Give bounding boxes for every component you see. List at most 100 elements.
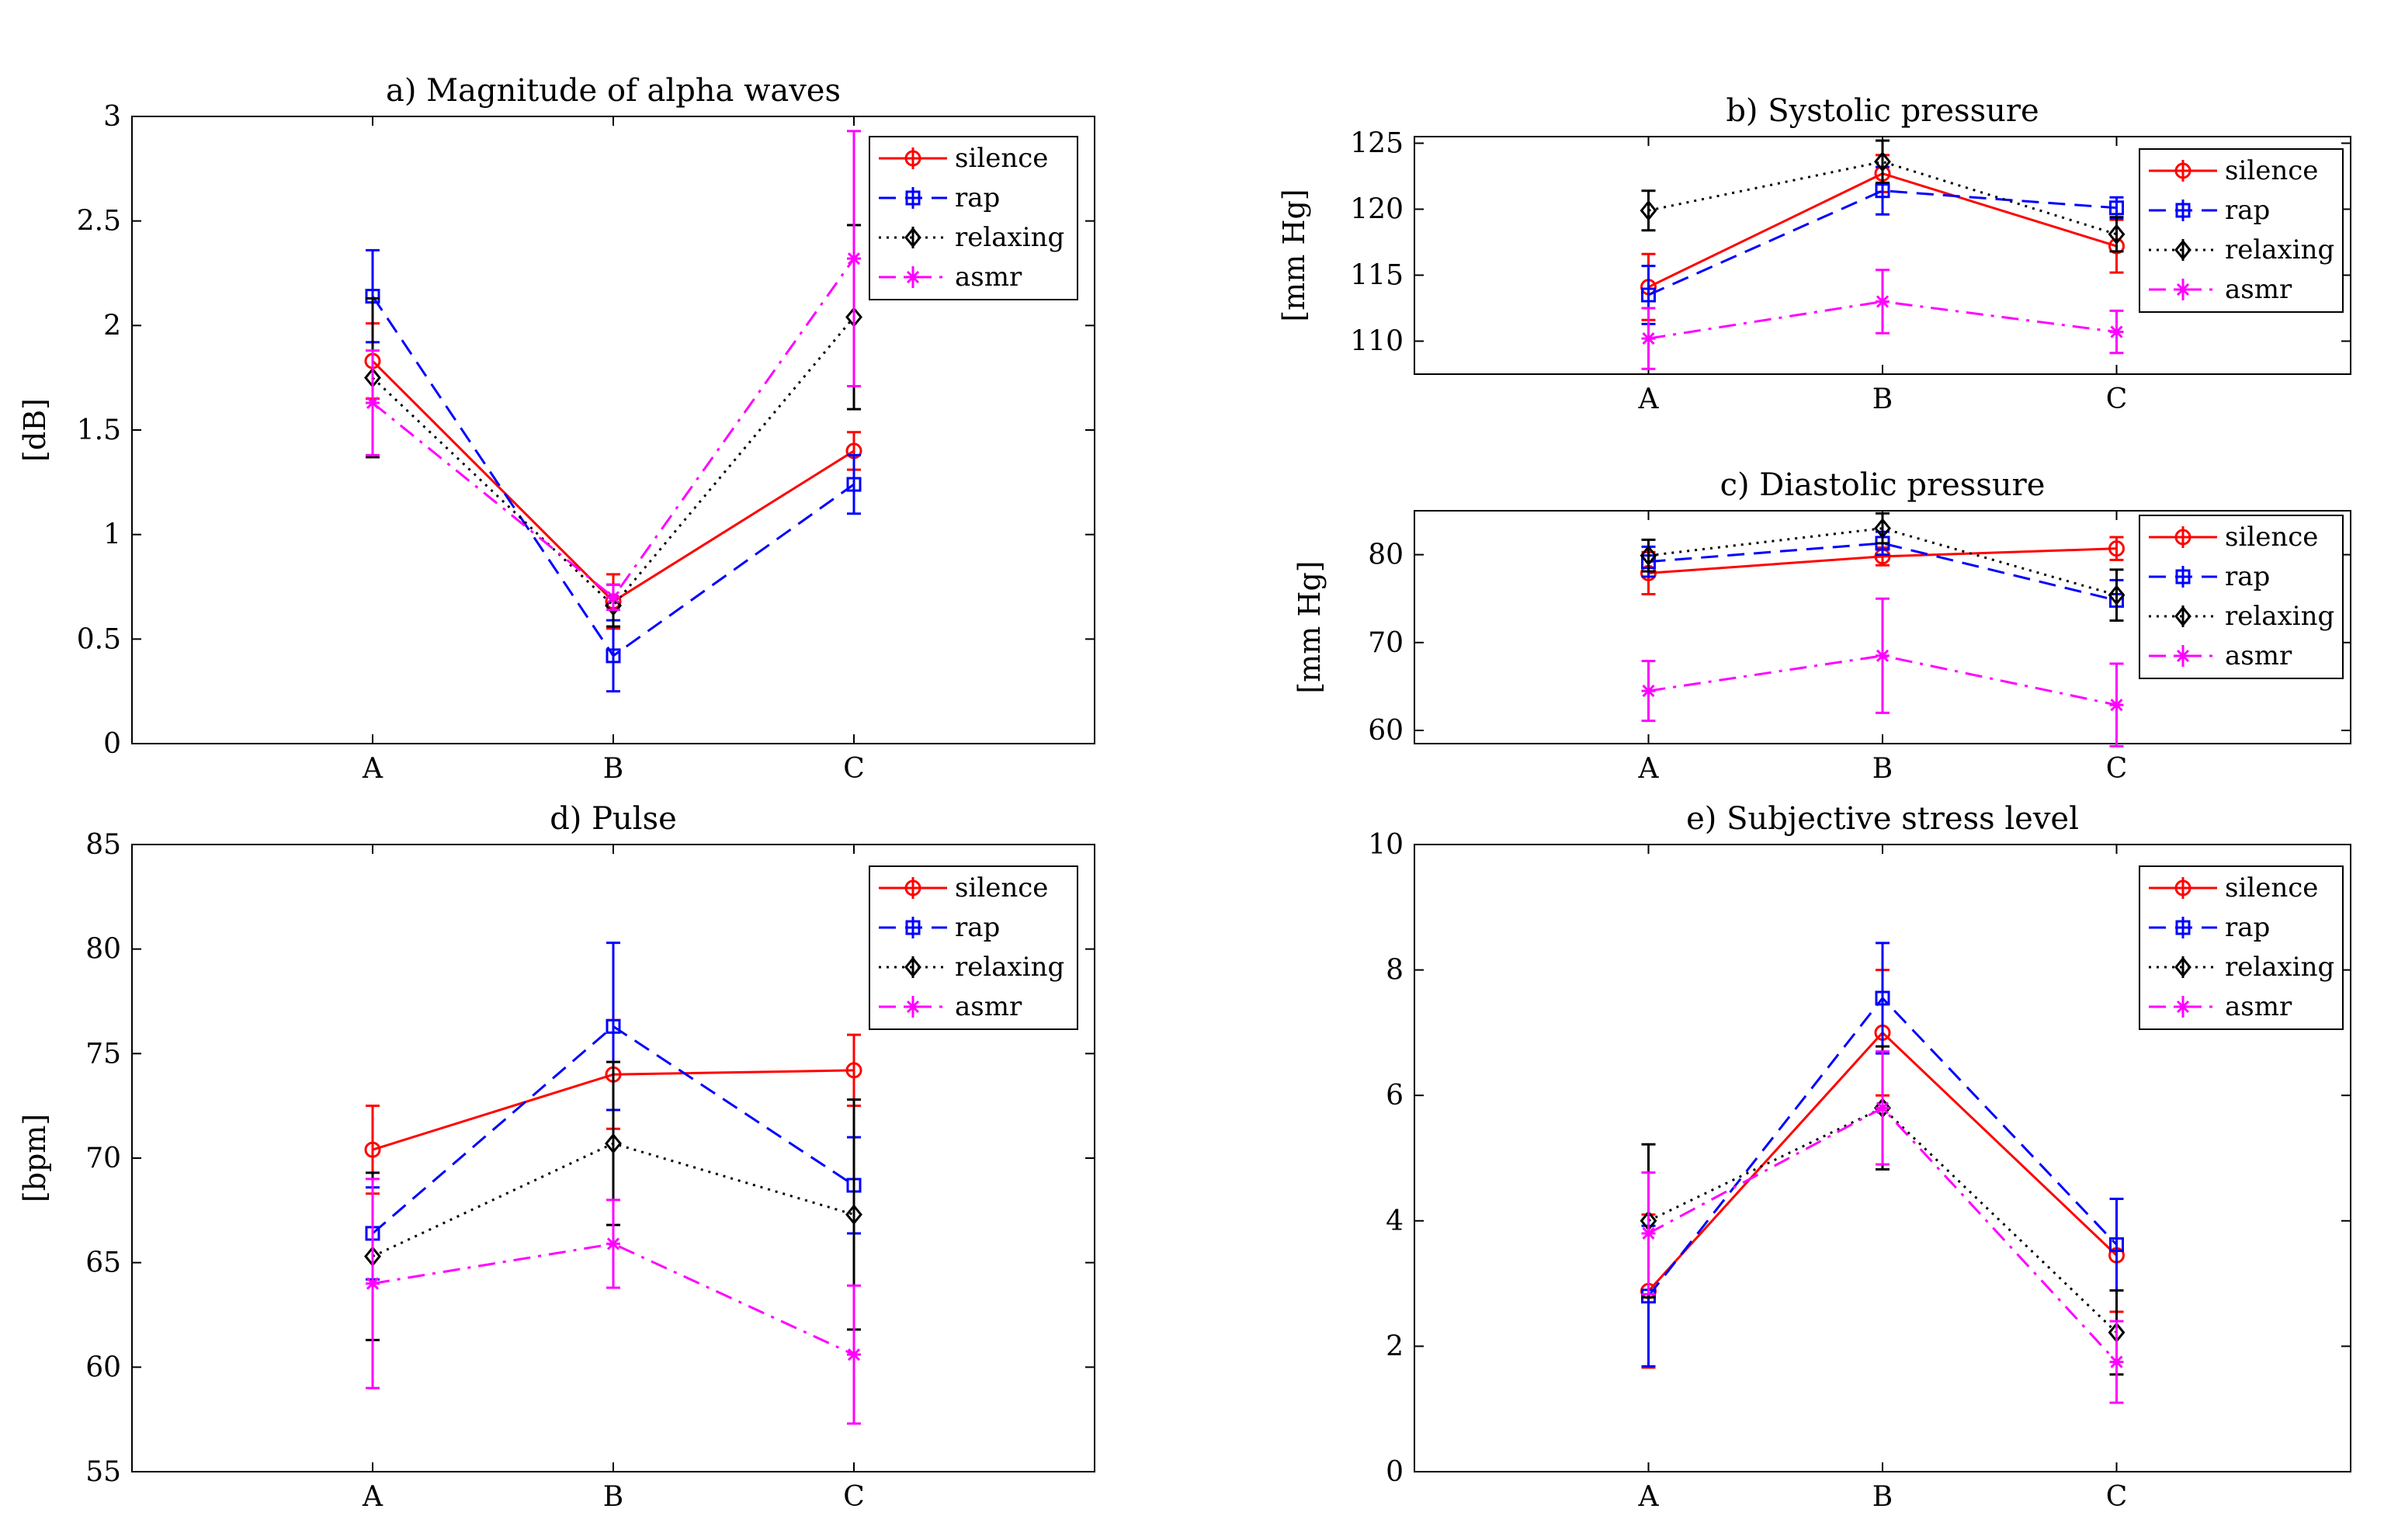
legend-label-silence: silence bbox=[2225, 155, 2318, 186]
x-tick-label: A bbox=[1638, 383, 1660, 415]
series-line bbox=[1648, 160, 2117, 236]
legend-marker bbox=[905, 920, 921, 935]
series-asmr bbox=[1641, 1050, 2124, 1404]
legend-marker bbox=[2174, 956, 2191, 978]
y-tick-label: 60 bbox=[85, 1351, 121, 1383]
legend-box bbox=[2139, 865, 2344, 1030]
legend-label-rap: rap bbox=[955, 912, 1000, 943]
legend-label-relaxing: relaxing bbox=[955, 952, 1064, 983]
data-point-marker bbox=[1641, 287, 1656, 303]
legend-label-asmr: asmr bbox=[955, 262, 1022, 293]
series-line bbox=[372, 1242, 855, 1356]
data-point-marker bbox=[1874, 518, 1891, 539]
y-tick-label: 65 bbox=[85, 1247, 121, 1279]
y-axis-label: [mm Hg] bbox=[1277, 189, 1311, 321]
y-tick-label: 8 bbox=[1386, 955, 1404, 987]
y-axis-label: [dB] bbox=[18, 398, 52, 462]
data-point-marker bbox=[847, 251, 861, 266]
legend-label-silence: silence bbox=[955, 872, 1048, 904]
legend-marker bbox=[906, 1000, 920, 1014]
y-tick-label: 115 bbox=[1350, 260, 1404, 292]
data-point-marker bbox=[2109, 1237, 2124, 1253]
y-tick-label: 80 bbox=[1368, 539, 1404, 571]
data-point-marker bbox=[366, 395, 380, 410]
legend-marker bbox=[904, 956, 921, 978]
chart-title: b) Systolic pressure bbox=[1726, 93, 2039, 129]
legend-marker bbox=[904, 879, 921, 897]
legend-label-relaxing: relaxing bbox=[2225, 601, 2334, 632]
series-relaxing bbox=[1640, 139, 2126, 253]
chart-pulse: d) Pulse 55 60 65 70 75 80 85 A B C [bpm] silence rap… bbox=[18, 801, 1095, 1513]
data-point-marker bbox=[2109, 1354, 2124, 1369]
series-line bbox=[1648, 300, 2117, 340]
legend-label-rap: rap bbox=[2225, 912, 2270, 943]
legend-label-rap: rap bbox=[955, 182, 1000, 213]
x-tick-label: C bbox=[2106, 753, 2128, 785]
y-tick-label: 6 bbox=[1386, 1080, 1404, 1112]
data-point-marker bbox=[606, 590, 620, 605]
y-tick-label: 2 bbox=[1386, 1330, 1404, 1362]
legend-label-asmr: asmr bbox=[2225, 274, 2292, 305]
legend-label-asmr: asmr bbox=[2225, 991, 2292, 1022]
legend-label-asmr: asmr bbox=[955, 991, 1022, 1022]
x-tick-label: C bbox=[2106, 1481, 2128, 1513]
y-tick-label: 10 bbox=[1368, 829, 1404, 861]
y-tick-label: 1 bbox=[103, 519, 121, 551]
legend-marker bbox=[906, 270, 920, 284]
y-tick-label: 110 bbox=[1350, 326, 1404, 358]
series-line bbox=[1647, 189, 2117, 297]
x-tick-label: A bbox=[362, 1481, 383, 1513]
data-point-marker bbox=[2109, 324, 2124, 339]
legend-marker bbox=[2176, 283, 2190, 297]
legend-label-silence: silence bbox=[2225, 872, 2318, 904]
x-tick-label: B bbox=[1872, 753, 1893, 785]
legend: silence rap relaxing asmr bbox=[869, 136, 1078, 300]
y-tick-label: 0 bbox=[103, 728, 121, 760]
series-line bbox=[1648, 527, 2117, 597]
legend-marker bbox=[904, 150, 921, 167]
y-tick-label: 3 bbox=[103, 101, 121, 133]
legend-marker bbox=[2174, 879, 2191, 897]
legend: silence rap relaxing asmr bbox=[2139, 515, 2344, 679]
legend-marker bbox=[2176, 1000, 2190, 1014]
legend-label-relaxing: relaxing bbox=[955, 222, 1064, 253]
series-line bbox=[372, 258, 855, 599]
legend-label-silence: silence bbox=[2225, 522, 2318, 553]
legend-marker bbox=[2175, 203, 2191, 218]
legend-box bbox=[2139, 515, 2344, 679]
y-tick-label: 60 bbox=[1368, 715, 1404, 747]
data-point-marker bbox=[366, 1276, 380, 1291]
chart-title: d) Pulse bbox=[550, 801, 677, 837]
y-tick-label: 85 bbox=[85, 829, 121, 861]
x-tick-label: B bbox=[603, 753, 623, 785]
y-tick-label: 80 bbox=[85, 934, 121, 966]
series-asmr bbox=[1641, 597, 2124, 747]
legend-label-rap: rap bbox=[2225, 561, 2270, 592]
series-asmr bbox=[366, 130, 861, 612]
data-point-marker bbox=[606, 1018, 621, 1034]
legend-marker bbox=[2174, 162, 2191, 179]
legend-marker bbox=[904, 227, 921, 248]
series-line bbox=[1647, 1106, 2118, 1334]
legend-box bbox=[2139, 148, 2344, 313]
y-tick-label: 0 bbox=[1386, 1456, 1404, 1488]
legend: silence rap relaxing asmr bbox=[869, 865, 1078, 1030]
y-tick-label: 55 bbox=[85, 1456, 121, 1488]
series-line bbox=[1648, 654, 2117, 706]
data-point-marker bbox=[1874, 151, 1891, 172]
y-axis-label: [bpm] bbox=[18, 1114, 52, 1202]
legend: silence rap relaxing asmr bbox=[2139, 865, 2344, 1030]
legend-marker bbox=[2174, 529, 2191, 546]
data-point-marker bbox=[1641, 684, 1656, 699]
x-tick-label: A bbox=[1638, 1481, 1660, 1513]
x-tick-label: B bbox=[603, 1481, 623, 1513]
data-point-marker bbox=[1876, 1101, 1890, 1115]
chart-systolic: b) Systolic pressure 110 115 120 125 A B C [mm H… bbox=[1277, 93, 2351, 415]
legend-marker bbox=[2174, 239, 2191, 261]
data-point-marker bbox=[1876, 648, 1890, 663]
legend-box bbox=[869, 136, 1078, 300]
data-point-marker bbox=[2108, 540, 2125, 557]
y-tick-label: 70 bbox=[1368, 627, 1404, 659]
data-point-marker bbox=[2108, 224, 2126, 245]
